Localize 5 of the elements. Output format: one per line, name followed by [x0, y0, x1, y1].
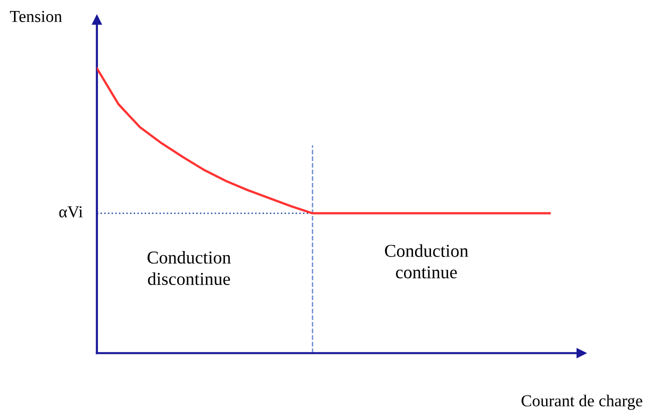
ref-line-label: αVi [59, 206, 83, 218]
annotation: Conduction discontinue [148, 250, 231, 286]
y-axis-title: Tension [10, 10, 62, 22]
x-axis-title: Courant de charge [522, 394, 642, 410]
annotation: Conduction continue [384, 244, 468, 278]
